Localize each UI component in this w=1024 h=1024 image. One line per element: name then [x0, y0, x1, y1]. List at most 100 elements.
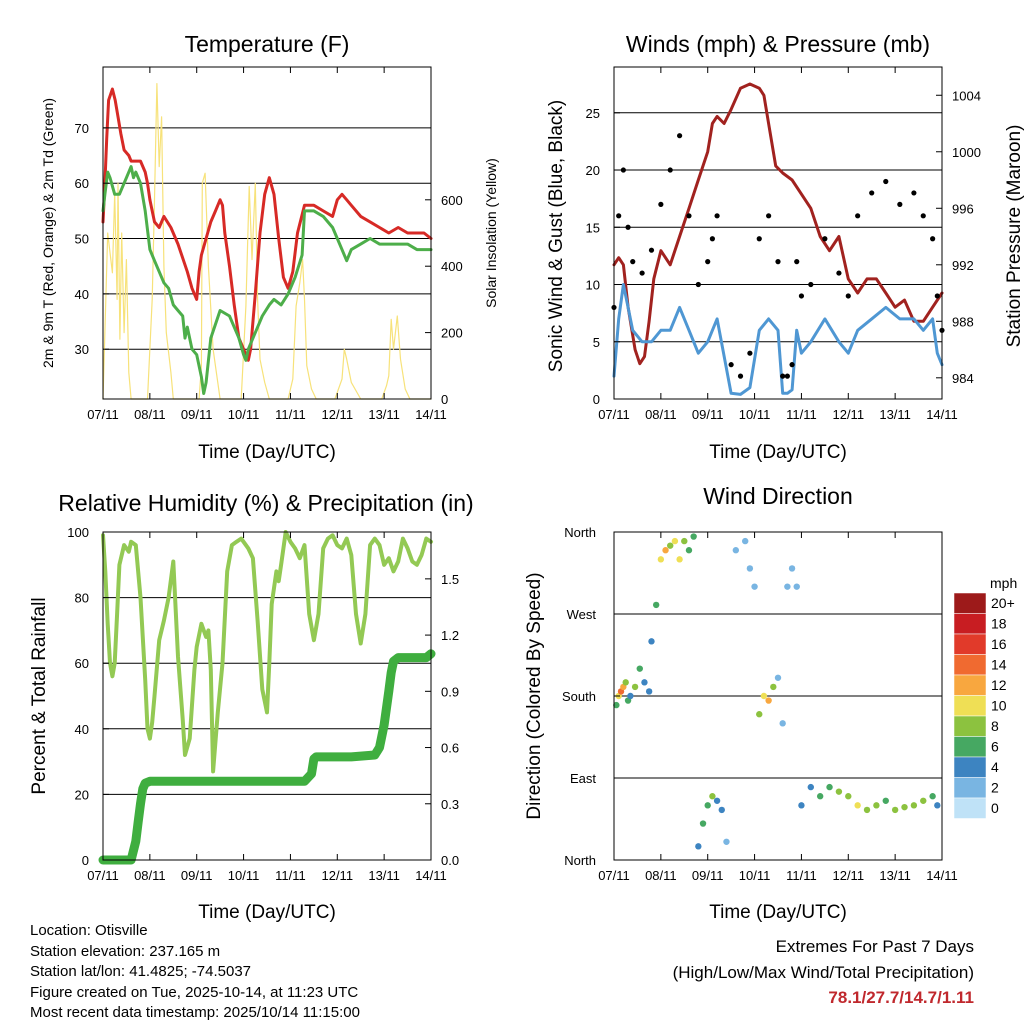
solar-insolation-line	[102, 82, 432, 400]
wind-direction-point	[704, 802, 711, 809]
y-tick-label-right: 0	[441, 392, 448, 407]
winds-y-ticks: 0 5 10 15 20 25	[586, 106, 620, 407]
winds-ylabel: Sonic Wind & Gust (Blue, Black)	[546, 100, 567, 372]
temperature-plot-frame	[102, 66, 432, 400]
sonic-wind-line	[612, 283, 944, 396]
gust-point	[789, 362, 795, 368]
winds-x-ticks: 07/11 08/11 09/11 10/11 11/11 12/11 13/11 14/11	[598, 67, 958, 422]
y-tick-label-right: 1000	[952, 145, 981, 160]
x-tick-label: 08/11	[645, 868, 677, 883]
y-tick-label: 50	[75, 232, 89, 247]
wind-direction-title: Wind Direction	[703, 483, 853, 509]
x-tick-label: 13/11	[879, 868, 911, 883]
gust-point	[677, 133, 683, 139]
wind-direction-point	[770, 683, 777, 691]
data-timestamp: Most recent data timestamp: 2025/10/14 1…	[30, 1004, 360, 1021]
winds-xlabel: Time (Day/UTC)	[709, 442, 847, 463]
wind-direction-point	[784, 583, 791, 590]
colorbar-level-label: 4	[991, 759, 999, 775]
winds-panel: Winds (mph) & Pressure (mb) 07/11 08/11 09…	[546, 31, 1024, 463]
y-tick-label: 10	[586, 278, 600, 293]
gust-point	[667, 167, 673, 173]
y-tick-label: 40	[75, 287, 89, 302]
wind-direction-point	[662, 547, 669, 554]
x-tick-label: 11/11	[786, 868, 817, 883]
y-tick-label-right: 1.2	[441, 628, 459, 643]
wind-direction-panel: Wind Direction 07/11 08/11 09/11 10/11 11/11…	[524, 483, 1017, 923]
wind-direction-point	[751, 583, 758, 590]
wind-direction-point	[742, 537, 749, 545]
colorbar-level-label: 18	[991, 616, 1007, 632]
wind-direction-point	[652, 601, 660, 609]
gust-point	[695, 281, 701, 288]
wind-direction-point	[816, 793, 824, 800]
colorbar-level-label: 12	[991, 677, 1007, 693]
y-tick-label: 70	[75, 121, 89, 136]
humidity-plot-frame	[102, 531, 432, 861]
y-tick-label: West	[567, 607, 597, 622]
wind-direction-point	[774, 674, 782, 681]
speed-colorbar: mph 20+ 18 16 14 12 10 8 6 4 2 0	[953, 575, 1017, 819]
y-tick-label: 60	[75, 176, 89, 191]
gust-point	[616, 213, 622, 219]
y-tick-label-right: 988	[952, 314, 974, 329]
x-tick-label: 11/11	[786, 407, 817, 422]
gust-point	[709, 236, 716, 242]
y-tick-label: 100	[67, 525, 89, 540]
gust-point	[639, 270, 645, 276]
x-tick-label: 11/11	[275, 407, 306, 422]
gust-point	[620, 167, 626, 173]
temperature-title: Temperature (F)	[185, 31, 350, 57]
x-tick-label: 12/11	[832, 407, 864, 422]
y-tick-label: East	[570, 771, 596, 786]
humidity-xlabel: Time (Day/UTC)	[198, 902, 336, 923]
winds-ylabel-right: Station Pressure (Maroon)	[1004, 125, 1024, 348]
y-tick-label: North	[564, 525, 596, 540]
wind-direction-xlabel: Time (Day/UTC)	[709, 902, 847, 923]
x-tick-label: 13/11	[368, 407, 400, 422]
gust-point	[686, 213, 692, 219]
y-tick-label-right: 200	[441, 326, 463, 341]
station-pressure-line	[612, 82, 944, 366]
station-info: Location: Otisville Station elevation: 2…	[30, 921, 360, 1024]
x-tick-label: 14/11	[415, 407, 447, 422]
x-tick-label: 12/11	[832, 868, 864, 883]
wind-direction-point	[760, 692, 768, 700]
colorbar-level-label: 6	[991, 739, 999, 755]
humidity-y-ticks: 0 20 40 60 80 100	[67, 525, 109, 868]
gust-point	[705, 259, 711, 265]
y-tick-label-right: 996	[952, 201, 974, 216]
wind-direction-point	[622, 679, 629, 686]
winds-series	[611, 82, 945, 396]
wind-direction-point	[709, 793, 716, 800]
wind-direction-point	[910, 802, 918, 809]
wind-direction-point	[891, 806, 899, 814]
colorbar-level-label: 0	[991, 800, 999, 816]
winds-title: Winds (mph) & Pressure (mb)	[626, 31, 930, 57]
extremes-values: 78.1/27.7/14.7/1.11	[828, 988, 974, 1007]
y-tick-label: North	[564, 853, 596, 868]
wind-direction-point	[648, 638, 655, 645]
wind-direction-point	[613, 701, 620, 709]
humidity-y-ticks-right: 0.0 0.3 0.6 0.9 1.2 1.5	[425, 572, 459, 868]
total-precipitation-line	[98, 649, 436, 865]
station-location: Location: Otisville	[30, 922, 148, 939]
gust-point	[784, 373, 790, 379]
x-tick-label: 13/11	[368, 868, 400, 883]
colorbar-swatch	[953, 777, 987, 799]
x-tick-label: 08/11	[134, 407, 166, 422]
wind-direction-point	[718, 806, 725, 814]
colorbar-unit-label: mph	[990, 575, 1017, 591]
wind-direction-y-ticks: North East South West North	[562, 525, 620, 868]
x-tick-label: 12/11	[321, 868, 353, 883]
figure-created: Figure created on Tue, 2025-10-14, at 11…	[30, 983, 359, 1001]
colorbar-level-label: 14	[991, 657, 1007, 673]
wind-direction-point	[826, 783, 833, 791]
wind-direction-ylabel: Direction (Colored By Speed)	[524, 572, 545, 819]
wind-direction-point	[929, 793, 936, 800]
wind-direction-point	[798, 802, 805, 809]
gust-point	[794, 259, 800, 265]
winds-y-ticks-right: 984 988 992 996 1000 1004	[936, 88, 981, 386]
gust-point	[822, 236, 828, 242]
wind-direction-point	[723, 838, 730, 845]
